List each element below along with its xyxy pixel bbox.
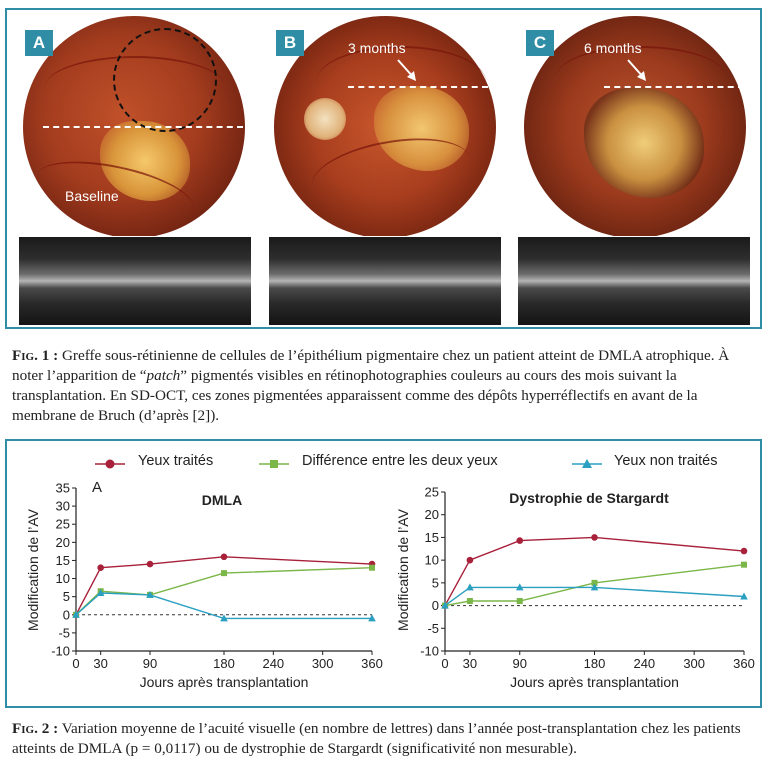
timepoint-label-b: 3 months [348, 40, 406, 56]
figure-1-frame: A Baseline B 3 months C 6 months [5, 8, 762, 329]
figure-1-caption-text-1: Greffe sous-rétinienne de cellules de l’… [12, 347, 730, 384]
panel-label-c: C [526, 30, 554, 56]
timepoint-label-c: 6 months [584, 40, 642, 56]
arrow-c [627, 59, 646, 81]
oct-scan-c [518, 237, 750, 325]
legend-marker-difference [259, 460, 289, 468]
scan-line-c [604, 86, 744, 88]
figure-1-caption-italic: patch [146, 367, 181, 384]
figure-1-caption-text-2: ” pigmentés visibles en rétinophotograph… [12, 367, 698, 424]
fundus-photo-a: A Baseline [15, 16, 250, 236]
legend-label-difference: Différence entre les deux yeux [302, 453, 498, 469]
fundus-photo-b: B 3 months [266, 16, 501, 236]
figure-2-caption-text: Variation moyenne de l’acuité visuelle (… [12, 720, 741, 757]
legend-label-untreated: Yeux non traités [614, 453, 718, 469]
arrow-b [397, 59, 416, 81]
oct-scan-b [269, 237, 501, 325]
dashed-circle [113, 28, 217, 132]
panel-label-b: B [276, 30, 304, 56]
fundus-photo-c: C 6 months [516, 16, 751, 236]
legend-marker-untreated [572, 459, 602, 468]
scan-line-a [43, 126, 243, 128]
figure-1-caption-label: Fig. 1 : [12, 347, 59, 364]
figure-2-caption-label: Fig. 2 : [12, 720, 59, 737]
baseline-label: Baseline [65, 188, 119, 204]
legend-marker-treated [95, 459, 125, 469]
panel-label-a: A [25, 30, 53, 56]
figure-2-frame [5, 439, 762, 708]
scan-line-b [348, 86, 488, 88]
oct-scan-a [19, 237, 251, 325]
vessel-b1 [316, 46, 486, 118]
figure-1-caption: Fig. 1 : Greffe sous-rétinienne de cellu… [12, 346, 764, 426]
vessel-c1 [556, 46, 726, 108]
figure-2-caption: Fig. 2 : Variation moyenne de l’acuité v… [12, 719, 764, 759]
legend-label-treated: Yeux traités [138, 453, 214, 469]
atrophy-patch-a [100, 121, 190, 201]
